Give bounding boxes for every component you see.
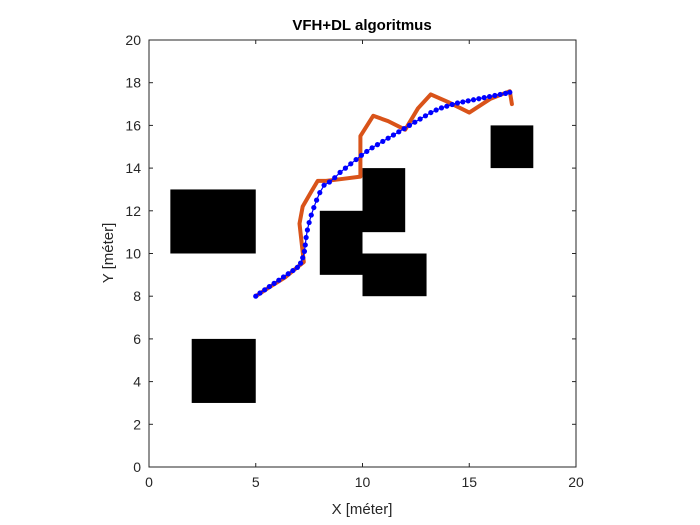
series-2-point — [374, 142, 381, 148]
obstacle-2 — [191, 338, 256, 403]
series-2-point — [390, 132, 397, 138]
y-tick-label: 14 — [125, 160, 141, 176]
series-layer — [253, 89, 514, 299]
y-tick-label: 16 — [125, 117, 141, 133]
series-2-point — [302, 242, 308, 248]
series-2-point — [326, 179, 333, 185]
series-2-point — [337, 169, 343, 175]
series-2-point — [497, 91, 503, 98]
y-tick-label: 6 — [133, 331, 141, 347]
series-2-point — [465, 98, 471, 104]
x-axis-label: X [méter] — [332, 501, 393, 518]
series-2-point — [492, 92, 498, 99]
series-2-point — [280, 274, 287, 280]
y-tick-label: 20 — [125, 32, 141, 48]
series-2-point — [502, 90, 509, 96]
series-2-point — [358, 152, 365, 158]
obstacles-layer — [170, 125, 534, 403]
obstacle-4 — [362, 168, 406, 233]
series-2-point — [276, 277, 282, 283]
series-2-point — [303, 234, 309, 241]
series-2-point — [364, 148, 370, 155]
series-2-point — [311, 204, 317, 211]
series-2-point — [294, 264, 300, 270]
x-axis-ticks: 0 5 10 15 20 — [145, 40, 584, 490]
x-tick-label: 10 — [355, 474, 371, 490]
y-tick-label: 8 — [133, 288, 141, 304]
series-2-point — [412, 119, 418, 125]
y-tick-label: 18 — [125, 75, 141, 91]
y-axis-ticks: 0 2 4 6 8 10 12 14 16 18 20 — [125, 32, 576, 475]
series-2-point — [342, 165, 349, 171]
series-2-point — [396, 129, 402, 135]
series-2-point — [470, 97, 477, 103]
series-2-point — [321, 182, 327, 188]
y-tick-label: 12 — [125, 203, 141, 219]
y-axis-label: Y [méter] — [100, 223, 117, 284]
series-2-point — [406, 122, 413, 128]
series-2-point — [253, 293, 259, 299]
x-tick-label: 0 — [145, 474, 153, 490]
series-2-point — [481, 95, 487, 101]
series-2-point — [301, 248, 308, 254]
series-2-point — [266, 283, 273, 290]
series-2-point — [257, 290, 263, 296]
series-2-point — [297, 260, 304, 266]
series-2-point — [332, 175, 338, 181]
series-2-point — [385, 135, 391, 141]
series-2-point — [369, 145, 375, 151]
series-2-point — [422, 113, 429, 119]
series-2-point — [486, 93, 493, 100]
series-2-point — [438, 105, 445, 111]
x-tick-label: 15 — [461, 474, 477, 490]
series-2-point — [290, 267, 296, 274]
series-2-point — [454, 100, 461, 106]
chart-title: VFH+DL algoritmus — [292, 17, 431, 34]
series-2-point — [449, 101, 455, 108]
y-tick-label: 4 — [133, 374, 141, 390]
series-2-point — [380, 138, 386, 145]
series-2-point — [476, 96, 482, 102]
obstacle-6 — [490, 125, 534, 169]
series-2-point — [262, 287, 268, 293]
series-2-point — [428, 109, 434, 116]
series-2-point — [304, 227, 311, 233]
obstacle-5 — [362, 253, 427, 297]
series-2-point — [433, 107, 439, 113]
y-tick-label: 2 — [133, 416, 141, 432]
obstacle-1 — [170, 189, 256, 254]
series-2-point — [313, 197, 320, 203]
series-2-point — [300, 255, 306, 261]
series-2-point — [353, 156, 359, 163]
series-2-point — [285, 271, 291, 277]
y-tick-label: 0 — [133, 459, 141, 475]
series-2-point — [460, 99, 466, 105]
series-2-point — [507, 89, 513, 95]
obstacle-3 — [319, 210, 363, 275]
y-tick-label: 10 — [125, 246, 141, 262]
x-tick-label: 20 — [568, 474, 584, 490]
series-2-point — [348, 161, 354, 167]
series-2-point — [444, 103, 450, 109]
series-2-point — [308, 212, 314, 218]
series-2-point — [417, 116, 423, 122]
series-2-point — [401, 126, 407, 132]
series-2-point — [271, 280, 277, 286]
x-tick-label: 5 — [252, 474, 260, 490]
series-2-point — [317, 190, 323, 196]
series-2-point — [306, 219, 312, 226]
